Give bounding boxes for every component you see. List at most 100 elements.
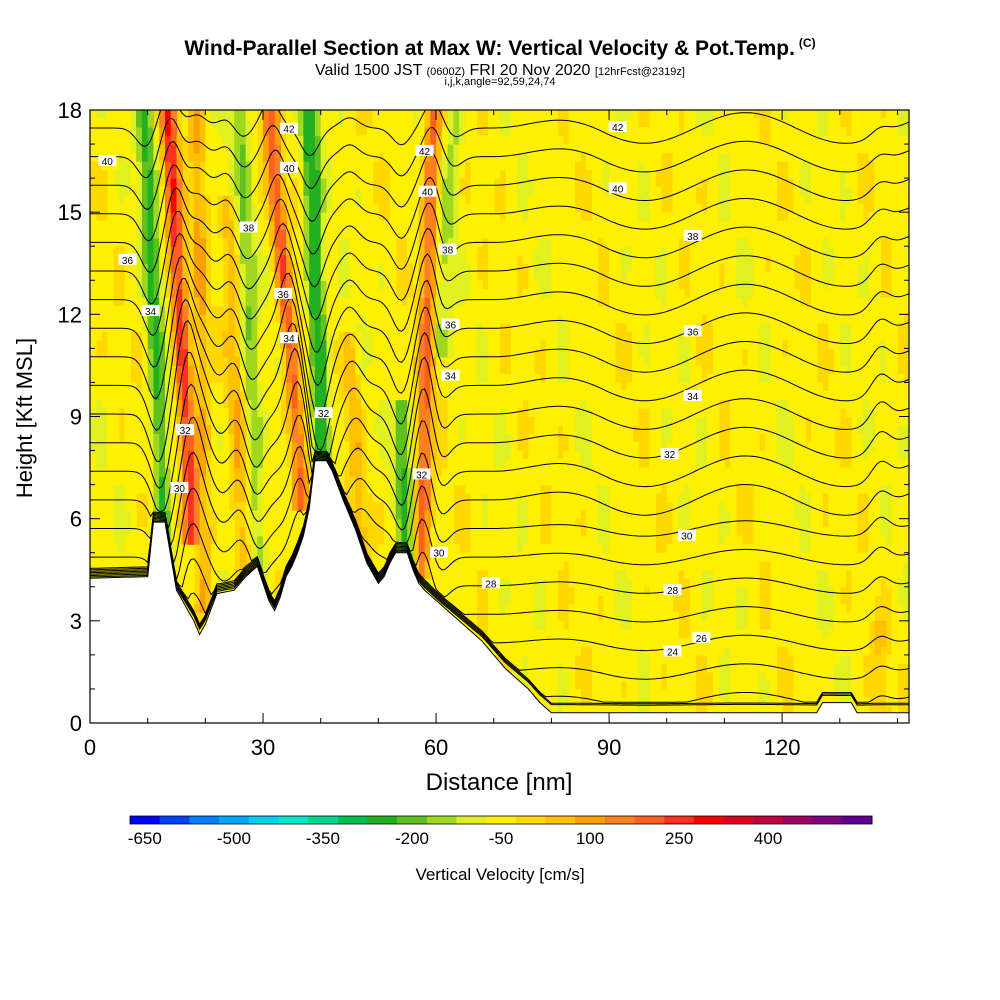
w-cell [332, 229, 339, 239]
w-cell [159, 365, 166, 375]
w-cell [511, 373, 518, 383]
w-cell [176, 399, 183, 409]
w-cell [303, 305, 310, 315]
w-cell [413, 186, 420, 196]
w-cell [257, 314, 264, 324]
w-cell [124, 203, 131, 213]
w-cell [291, 152, 299, 162]
w-cell [309, 288, 316, 298]
w-cell [193, 135, 201, 145]
w-cell [130, 305, 137, 315]
w-cell [338, 416, 345, 426]
w-cell [545, 186, 552, 196]
w-cell [95, 144, 103, 154]
w-cell [251, 212, 258, 222]
w-cell [320, 169, 328, 179]
w-cell [545, 408, 552, 418]
w-cell [516, 229, 524, 239]
w-cell [378, 552, 385, 562]
w-cell [90, 110, 97, 120]
w-cell [136, 186, 143, 196]
w-cell [314, 322, 322, 332]
w-cell [165, 135, 172, 145]
w-cell [488, 135, 495, 145]
w-cell [274, 476, 281, 486]
w-cell [522, 391, 529, 401]
w-cell [113, 356, 120, 366]
w-cell [361, 288, 368, 298]
w-cell [309, 144, 316, 154]
w-cell [488, 442, 495, 452]
w-cell [424, 263, 431, 273]
w-cell [343, 118, 351, 128]
w-cell [522, 646, 529, 656]
w-cell [453, 356, 460, 366]
w-cell [366, 314, 374, 324]
w-cell [228, 416, 235, 426]
w-cell [95, 561, 103, 571]
w-cell [378, 331, 385, 341]
w-cell [372, 220, 379, 230]
w-cell [499, 263, 506, 273]
w-cell [436, 254, 443, 264]
w-cell [245, 391, 253, 401]
w-cell [384, 220, 391, 230]
w-cell [182, 356, 189, 366]
w-cell [124, 510, 131, 520]
w-cell [470, 535, 478, 545]
w-cell [136, 203, 143, 213]
w-cell [476, 382, 483, 392]
w-cell [240, 229, 247, 239]
w-cell [361, 305, 368, 315]
w-cell [118, 467, 126, 477]
w-cell [257, 416, 264, 426]
w-cell [436, 510, 443, 520]
w-cell [511, 510, 518, 520]
w-cell [153, 399, 160, 409]
w-cell [193, 288, 201, 298]
w-cell [366, 356, 374, 366]
w-cell [326, 297, 333, 307]
w-cell [216, 561, 224, 571]
w-cell [528, 467, 535, 477]
w-cell [211, 544, 218, 554]
w-cell [141, 144, 149, 154]
w-cell [147, 237, 155, 247]
w-cell [488, 297, 495, 307]
w-cell [441, 203, 449, 213]
w-cell [118, 212, 126, 222]
w-cell [182, 229, 189, 239]
w-cell [320, 144, 328, 154]
w-cell [441, 169, 449, 179]
w-cell [482, 510, 489, 520]
w-cell [165, 127, 172, 137]
w-cell [453, 127, 460, 137]
w-cell [418, 501, 426, 511]
w-cell [153, 322, 160, 332]
w-cell [384, 356, 391, 366]
w-cell [136, 467, 143, 477]
w-cell [245, 169, 253, 179]
w-cell [464, 339, 472, 349]
w-cell [534, 118, 541, 128]
w-cell [366, 127, 374, 137]
w-cell [464, 305, 472, 315]
w-cell [107, 373, 114, 383]
w-cell [251, 161, 258, 171]
w-cell [222, 569, 230, 579]
w-cell [516, 518, 524, 528]
w-cell [113, 544, 120, 554]
w-cell [413, 220, 420, 230]
w-cell [326, 212, 333, 222]
w-cell [153, 237, 160, 247]
w-cell [459, 161, 466, 171]
w-cell [539, 612, 547, 622]
w-cell [395, 339, 403, 349]
w-cell [534, 127, 541, 137]
w-cell [511, 203, 518, 213]
w-cell [107, 442, 114, 452]
w-cell [482, 195, 489, 205]
w-cell [205, 135, 212, 145]
w-cell [430, 110, 437, 120]
w-cell [528, 612, 535, 622]
